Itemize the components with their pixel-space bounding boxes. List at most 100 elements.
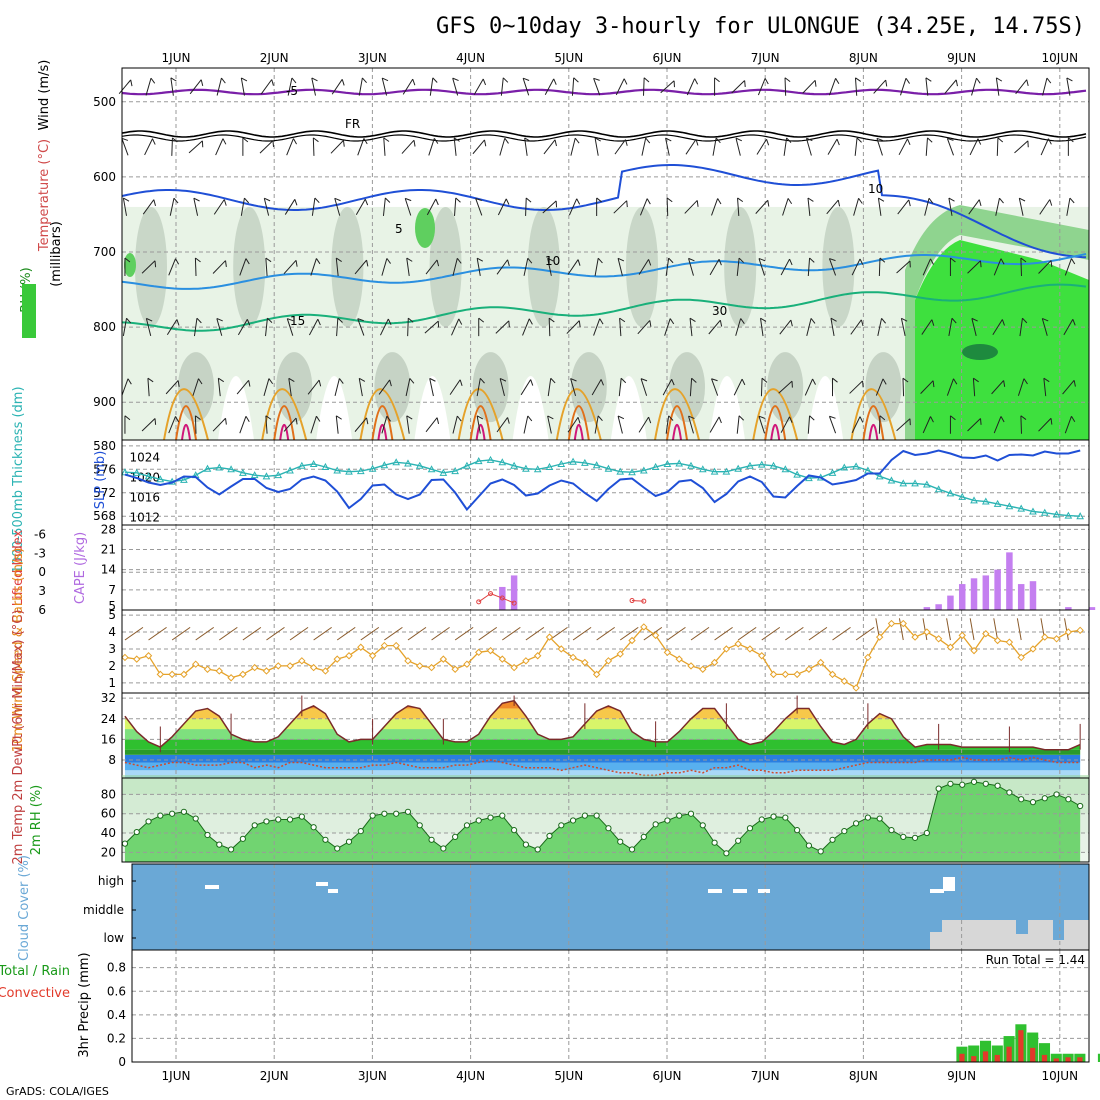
wind-barb xyxy=(757,78,769,96)
wind-barb xyxy=(873,79,888,94)
cloud-gap xyxy=(328,889,338,893)
rh-shade-blob xyxy=(669,352,705,423)
wind-barb xyxy=(118,79,133,94)
day-label-bottom: 8JUN xyxy=(849,1069,878,1083)
wind-barb xyxy=(496,417,510,433)
rh-point xyxy=(180,808,188,815)
rh-point xyxy=(817,848,824,855)
contour-hot-core xyxy=(475,423,486,441)
rh-line xyxy=(124,781,1081,854)
wind-barb xyxy=(664,318,675,336)
wind-barb xyxy=(476,257,484,276)
rh-shade-blob xyxy=(429,207,462,328)
wind-barb xyxy=(566,320,581,334)
rh-point xyxy=(664,817,671,824)
wind-speed-point xyxy=(510,663,518,672)
panels-layer: 500600700800900-5FR510151030(millibars)R… xyxy=(0,60,1100,1069)
day-label-bottom: 6JUN xyxy=(653,1069,682,1083)
wind-barb xyxy=(358,77,367,96)
wind-barb xyxy=(524,137,531,156)
wind-barb xyxy=(237,319,251,336)
surface-wind-barb xyxy=(502,626,521,641)
thickness-point xyxy=(1052,510,1061,518)
wind-speed-point xyxy=(887,619,896,628)
precip-convective-bar xyxy=(1077,1057,1083,1062)
wind-barb xyxy=(802,79,817,94)
contour-label: 10 xyxy=(545,254,560,268)
wind-barb xyxy=(784,77,791,96)
cape-bar xyxy=(923,607,931,610)
wind-barb xyxy=(263,378,274,396)
thickness-point xyxy=(757,460,766,468)
li-tick-label: -3 xyxy=(34,546,46,560)
rh-shade-blob xyxy=(374,352,411,423)
rh-shade-blob xyxy=(233,207,266,328)
wind-barb xyxy=(141,418,157,432)
thickness-point xyxy=(981,497,990,505)
rh-point xyxy=(286,816,294,823)
rh-point xyxy=(298,813,305,820)
wind-barb xyxy=(851,416,864,434)
slp-tick-label: 1016 xyxy=(129,491,160,505)
wind-speed-point xyxy=(250,663,259,672)
wind-barb xyxy=(188,140,204,154)
wind-barb xyxy=(1062,379,1076,395)
rh-point xyxy=(852,820,860,827)
wind-barb xyxy=(637,320,652,335)
wind-barb xyxy=(619,317,626,337)
slp-line xyxy=(124,449,1081,512)
wind-speed-point xyxy=(675,655,683,663)
thickness-point xyxy=(875,472,884,480)
contour-warm-outer xyxy=(850,388,897,441)
thickness-point xyxy=(427,465,436,473)
thickness-point xyxy=(545,462,554,470)
wind-barb xyxy=(617,415,625,434)
wind-speed-point xyxy=(1041,633,1049,641)
rh-point xyxy=(935,785,942,792)
wind-barb xyxy=(449,379,463,395)
contour-hot-core xyxy=(868,423,879,441)
rh-point xyxy=(805,842,813,849)
li-axis-title: Lifted Index xyxy=(11,529,26,606)
temp-band xyxy=(124,718,1081,730)
wind-speed-point xyxy=(168,670,176,679)
wind-barb xyxy=(878,415,886,434)
day-label-top: 1JUN xyxy=(162,51,191,65)
wind-barb xyxy=(568,198,581,216)
wind-barb xyxy=(404,197,412,216)
wind-speed-point xyxy=(1005,638,1014,646)
wind-barb xyxy=(1064,416,1076,434)
rh-point xyxy=(1006,789,1013,796)
wind-barb xyxy=(567,416,581,433)
wind-speed-point xyxy=(604,657,613,665)
wind-barb xyxy=(570,378,577,396)
surface-wind-barb xyxy=(922,618,928,641)
wind-barb xyxy=(708,319,723,335)
precip-total-bar xyxy=(1027,1032,1039,1062)
contour-hot-core xyxy=(181,423,191,441)
cloud-level-label: middle xyxy=(83,903,124,917)
wind-barb xyxy=(689,317,696,337)
rh-point xyxy=(1041,795,1048,802)
wind-barb xyxy=(260,79,274,95)
rh-point xyxy=(1029,799,1037,806)
day-label-bottom: 5JUN xyxy=(554,1069,583,1083)
wind-barb xyxy=(121,137,129,156)
wind-barb xyxy=(428,138,439,156)
wind-barb xyxy=(1063,319,1076,336)
slp-axis-title: SLP (mb) xyxy=(93,451,108,510)
pressure-tick-label: 700 xyxy=(93,245,116,259)
wind-speed-point xyxy=(805,665,813,673)
contour-label: FR xyxy=(345,117,360,131)
precip-convective-bar xyxy=(1041,1054,1048,1062)
day-tick-labels: 1JUN 1JUN 2JUN 2JUN 3JUN 3JUN 4JUN 4JUN 5JUN 5JUN… xyxy=(162,51,1079,1083)
surface-wind-barb xyxy=(384,626,403,641)
contour-warm-outer xyxy=(555,388,602,441)
thickness-point xyxy=(1017,504,1026,512)
rh-point xyxy=(947,780,954,787)
wind-barb xyxy=(144,138,156,156)
surface-wind-barb xyxy=(266,626,285,641)
surface-wind-barb xyxy=(808,626,828,641)
wind-barb xyxy=(358,377,366,397)
wind-barb xyxy=(525,197,532,216)
